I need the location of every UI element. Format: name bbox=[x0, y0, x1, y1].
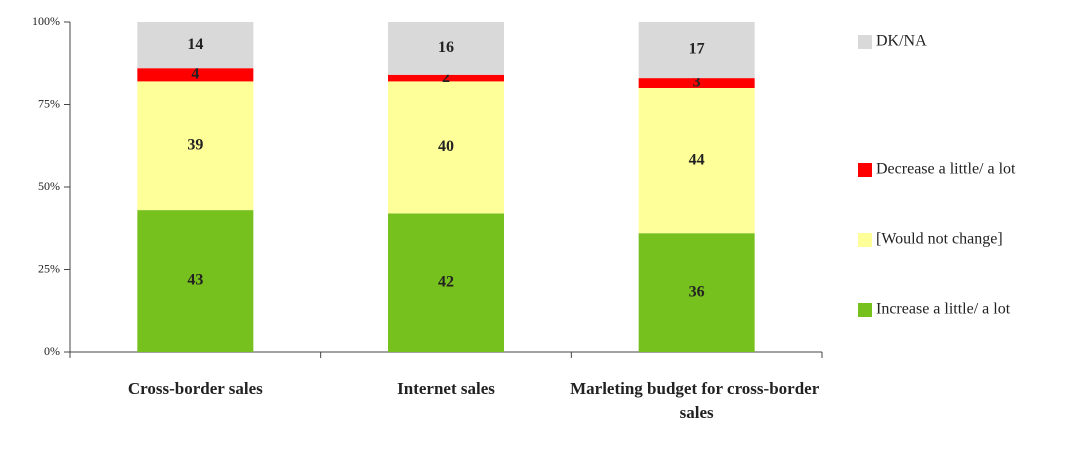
y-tick-label: 0% bbox=[44, 344, 60, 358]
data-label: 16 bbox=[438, 39, 454, 56]
data-label: 39 bbox=[187, 136, 203, 153]
data-label: 36 bbox=[689, 283, 705, 300]
y-tick-label: 50% bbox=[38, 179, 60, 193]
bar-segment bbox=[137, 210, 254, 352]
bar-segment bbox=[137, 22, 254, 69]
data-label: 14 bbox=[187, 36, 203, 53]
legend-swatch bbox=[858, 163, 872, 177]
data-label: 40 bbox=[438, 138, 454, 155]
bar-segment bbox=[638, 88, 755, 234]
bar-segment bbox=[638, 78, 755, 88]
data-label: 3 bbox=[693, 74, 701, 91]
legend-label: DK/NA bbox=[876, 33, 927, 50]
data-label: 2 bbox=[442, 69, 450, 86]
bar-segment bbox=[137, 68, 254, 82]
legend-label: Decrease a little/ a lot bbox=[876, 161, 1016, 178]
data-label: 43 bbox=[187, 272, 203, 289]
bar-segment bbox=[638, 22, 755, 79]
bar-segment bbox=[388, 74, 504, 82]
bar-segment bbox=[638, 233, 755, 352]
data-label: 44 bbox=[689, 151, 705, 168]
legend-label: Increase a little/ a lot bbox=[876, 301, 1011, 318]
bar-segment bbox=[388, 22, 504, 75]
y-tick-label: 25% bbox=[38, 261, 60, 275]
x-tick-label: Cross-border sales bbox=[128, 379, 263, 398]
bar-segment bbox=[137, 81, 254, 211]
bar-segment bbox=[388, 81, 504, 214]
bar-segment bbox=[388, 213, 504, 352]
legend-label: [Would not change] bbox=[876, 231, 1003, 248]
legend-swatch bbox=[858, 35, 872, 49]
legend-swatch bbox=[858, 233, 872, 247]
y-tick-label: 100% bbox=[32, 14, 60, 28]
data-label: 4 bbox=[191, 65, 199, 82]
data-label: 17 bbox=[689, 41, 705, 58]
y-tick-label: 75% bbox=[38, 96, 60, 110]
data-label: 42 bbox=[438, 273, 454, 290]
legend-swatch bbox=[858, 303, 872, 317]
x-tick-label: Internet sales bbox=[397, 379, 495, 398]
x-tick-label: Marleting budget for cross-border sales bbox=[570, 379, 823, 422]
